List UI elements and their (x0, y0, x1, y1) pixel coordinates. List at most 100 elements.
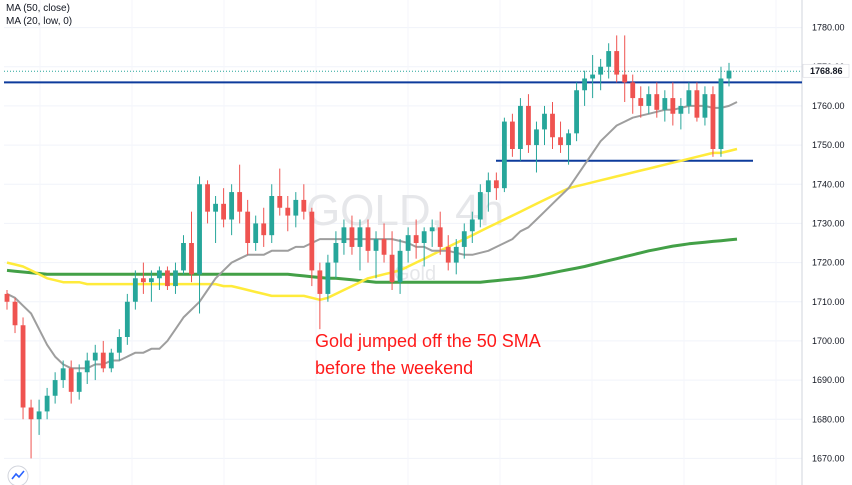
candle-body-53 (429, 227, 435, 232)
ma100-line (6, 237, 738, 284)
candle-body-71 (574, 90, 579, 134)
candle-body-36 (293, 199, 299, 216)
candle-body-23 (189, 243, 194, 275)
candle-body-16 (132, 278, 138, 302)
candle-body-75 (606, 51, 612, 67)
candle-body-29 (237, 192, 243, 212)
candle-body-37 (301, 199, 307, 212)
candle-body-89 (718, 78, 724, 149)
last-price-label: 1768.86 (810, 66, 843, 76)
candle-body-45 (365, 227, 371, 251)
candle-body-34 (277, 196, 283, 208)
candle-body-49 (397, 250, 403, 283)
candle-body-84 (678, 105, 684, 114)
candle-body-79 (638, 98, 644, 106)
price-tick-label-4: 1710.00 (812, 297, 845, 307)
legend-ma20: MA (20, low, 0) (6, 16, 72, 27)
candle-body-22 (181, 243, 186, 271)
candle-body-13 (108, 352, 114, 369)
annotation-line-2: before the weekend (315, 358, 473, 378)
candle-body-69 (558, 137, 563, 146)
candle-body-19 (157, 270, 162, 279)
candle-body-78 (630, 82, 636, 99)
candle-body-87 (702, 94, 708, 118)
candle-body-76 (614, 51, 620, 75)
price-tick-label-11: 1780.00 (812, 23, 845, 33)
candle-body-74 (598, 66, 604, 75)
candlestick-series (4, 35, 732, 459)
candle-body-86 (694, 90, 700, 118)
candle-body-8 (68, 368, 74, 392)
candle-body-42 (341, 227, 347, 243)
candle-body-6 (52, 380, 58, 396)
price-tick-label-5: 1720.00 (812, 258, 845, 268)
candle-body-64 (518, 105, 523, 149)
annotation-line-1: Gold jumped off the 50 SMA (315, 331, 541, 351)
candle-body-57 (461, 231, 467, 247)
logo-icon (11, 470, 25, 480)
candle-body-3 (28, 407, 34, 420)
candle-body-62 (501, 121, 507, 189)
last-price-tag-background (802, 63, 850, 78)
price-tick-label-7: 1740.00 (812, 179, 845, 189)
candle-body-9 (76, 372, 82, 392)
candle-body-50 (405, 235, 411, 251)
candle-body-14 (116, 337, 122, 353)
price-tick-label-8: 1750.00 (812, 140, 845, 150)
candle-body-52 (421, 231, 427, 243)
candle-body-43 (349, 227, 355, 247)
candle-body-12 (100, 352, 106, 369)
candle-body-5 (44, 395, 50, 412)
candle-body-72 (582, 78, 588, 91)
moving-averages (6, 101, 738, 370)
price-tick-label-0: 1670.00 (812, 453, 845, 463)
candle-body-68 (550, 113, 555, 138)
logo-mark[interactable] (7, 465, 29, 485)
candle-body-40 (325, 262, 331, 294)
candle-body-2 (20, 325, 26, 408)
candle-body-85 (686, 90, 692, 106)
candle-body-82 (662, 98, 668, 110)
candle-body-65 (526, 105, 531, 146)
price-tick-label-1: 1680.00 (812, 414, 845, 424)
candle-body-26 (213, 203, 218, 212)
candle-body-58 (469, 219, 475, 232)
candle-body-1 (12, 301, 18, 326)
candle-body-80 (646, 94, 652, 106)
candle-body-73 (590, 74, 596, 79)
last-price-tag: 1768.86 (802, 63, 850, 78)
candle-body-28 (229, 192, 235, 220)
candle-body-0 (4, 293, 10, 302)
candle-body-20 (165, 270, 170, 287)
candle-body-67 (542, 113, 547, 130)
candle-body-17 (140, 278, 146, 283)
candle-body-18 (148, 278, 154, 283)
price-tick-label-9: 1760.00 (812, 101, 845, 111)
candle-body-81 (654, 94, 660, 110)
candle-body-48 (389, 254, 395, 283)
candle-body-66 (534, 129, 539, 146)
candle-body-59 (477, 192, 483, 220)
candle-body-31 (253, 223, 259, 243)
horizontal-levels (4, 70, 802, 162)
candle-body-39 (317, 270, 323, 294)
candle-body-11 (92, 352, 98, 361)
candle-body-4 (36, 411, 42, 420)
candle-body-25 (205, 184, 210, 212)
candle-body-55 (445, 246, 451, 263)
candle-body-7 (60, 368, 66, 381)
candle-body-41 (333, 243, 339, 263)
candle-body-56 (453, 246, 459, 263)
candle-body-83 (670, 98, 676, 114)
candle-body-27 (221, 203, 227, 220)
candle-body-54 (437, 227, 443, 247)
ma50-line (6, 147, 738, 302)
price-tick-label-2: 1690.00 (812, 375, 845, 385)
legend-ma50: MA (50, close) (6, 3, 70, 14)
ma20-line (6, 101, 738, 370)
candle-body-32 (261, 223, 267, 236)
candle-body-63 (509, 121, 515, 149)
candle-body-10 (84, 360, 90, 373)
